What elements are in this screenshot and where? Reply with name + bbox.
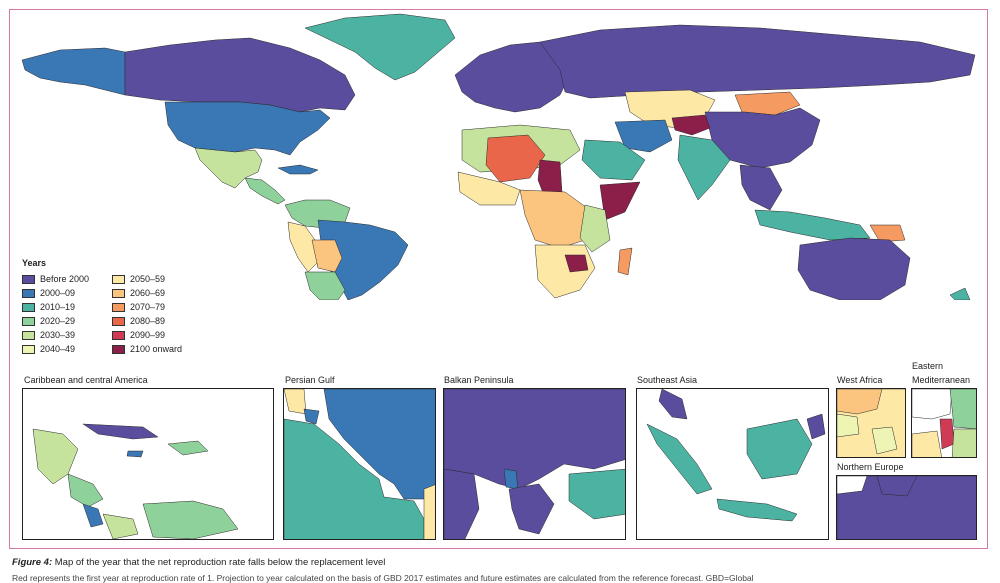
legend-swatch <box>22 288 35 298</box>
legend-swatch <box>22 302 35 312</box>
legend-item: 2080–89 <box>112 316 198 326</box>
figure-caption-subtext: Red represents the first year at reprodu… <box>12 573 754 583</box>
region-central-africa <box>519 189 591 249</box>
inset-eastern-med <box>911 388 977 458</box>
inset-label-west-africa: West Africa <box>837 375 883 385</box>
legend-label: 2050–59 <box>130 274 166 284</box>
region-somalia <box>599 181 641 221</box>
legend-label: 2040–49 <box>40 344 76 354</box>
figure-title: Map of the year that the net reproductio… <box>54 557 386 568</box>
region-mongolia <box>734 91 801 116</box>
region-argentina <box>304 271 346 300</box>
legend-label: 2080–89 <box>130 316 166 326</box>
legend-label: 2100 onward <box>130 344 183 354</box>
inset-label-caribbean: Caribbean and central America <box>24 375 148 385</box>
region-central-america <box>244 177 286 205</box>
legend-swatch <box>112 302 125 312</box>
region-peru <box>287 221 319 273</box>
legend-item: 2010–19 <box>22 302 108 312</box>
legend-item: 2030–39 <box>22 330 108 340</box>
region-canada <box>124 37 356 113</box>
legend-swatch <box>112 330 125 340</box>
legend-item: 2040–49 <box>22 344 108 354</box>
inset-northern-europe <box>836 475 977 540</box>
figure-number: Figure 4: <box>12 557 53 568</box>
region-iran <box>614 119 673 153</box>
legend-label: 2070–79 <box>130 302 166 312</box>
legend-item: 2090–99 <box>112 330 198 340</box>
inset-label-southeast-asia: Southeast Asia <box>637 375 698 385</box>
inset-label-persian-gulf: Persian Gulf <box>285 375 335 385</box>
region-southern-africa <box>534 244 596 299</box>
region-se-asia <box>739 164 783 211</box>
legend-swatch <box>112 344 125 354</box>
region-usa <box>164 101 331 156</box>
inset-label-northern-europe: Northern Europe <box>837 462 904 472</box>
legend-swatch <box>112 274 125 284</box>
legend: Years Before 2000 2050–59 2000–09 2060–69 20… <box>22 258 202 354</box>
region-madagascar <box>617 247 633 276</box>
legend-item: 2060–69 <box>112 288 198 298</box>
legend-label: Before 2000 <box>40 274 90 284</box>
region-greenland <box>304 13 456 81</box>
region-indonesia <box>754 209 871 241</box>
region-nz <box>949 287 971 300</box>
legend-title: Years <box>22 258 47 268</box>
inset-west-africa <box>836 388 906 458</box>
region-bolivia <box>311 239 343 273</box>
region-alaska <box>21 47 126 96</box>
inset-label-balkan: Balkan Peninsula <box>444 375 514 385</box>
legend-label: 2020–29 <box>40 316 76 326</box>
legend-label: 2000–09 <box>40 288 76 298</box>
world-map <box>21 13 976 300</box>
legend-label: 2030–39 <box>40 330 76 340</box>
legend-item: 2020–29 <box>22 316 108 326</box>
region-arabia <box>581 139 646 181</box>
figure-caption: Figure 4: Map of the year that the net r… <box>12 557 385 568</box>
region-png <box>869 224 906 243</box>
inset-label-east-med-2: Mediterranean <box>912 375 971 385</box>
legend-swatch <box>112 288 125 298</box>
region-europe <box>454 41 571 113</box>
region-caribbean <box>277 164 319 175</box>
legend-item: Before 2000 <box>22 274 108 284</box>
region-sahel <box>485 134 546 183</box>
region-afghanistan <box>671 114 711 136</box>
legend-item: 2000–09 <box>22 288 108 298</box>
region-east-africa <box>579 204 611 253</box>
inset-balkan <box>443 388 626 540</box>
region-australia <box>797 237 911 300</box>
legend-item: 2070–79 <box>112 302 198 312</box>
legend-label: 2060–69 <box>130 288 166 298</box>
legend-items: Before 2000 2050–59 2000–09 2060–69 2010–19 2… <box>22 274 202 354</box>
legend-swatch <box>22 316 35 326</box>
inset-label-east-med-1: Eastern <box>912 361 944 371</box>
legend-label: 2090–99 <box>130 330 166 340</box>
legend-item: 2100 onward <box>112 344 198 354</box>
region-india <box>677 134 731 201</box>
legend-swatch <box>22 330 35 340</box>
inset-caribbean <box>22 388 274 540</box>
region-zimbabwe <box>564 254 589 273</box>
legend-swatch <box>22 274 35 284</box>
region-west-africa <box>457 171 521 206</box>
inset-southeast-asia <box>636 388 829 540</box>
legend-swatch <box>112 316 125 326</box>
figure-frame <box>9 9 988 549</box>
region-russia <box>539 24 976 99</box>
inset-persian-gulf <box>283 388 436 540</box>
legend-label: 2010–19 <box>40 302 76 312</box>
legend-item: 2050–59 <box>112 274 198 284</box>
legend-swatch <box>22 344 35 354</box>
